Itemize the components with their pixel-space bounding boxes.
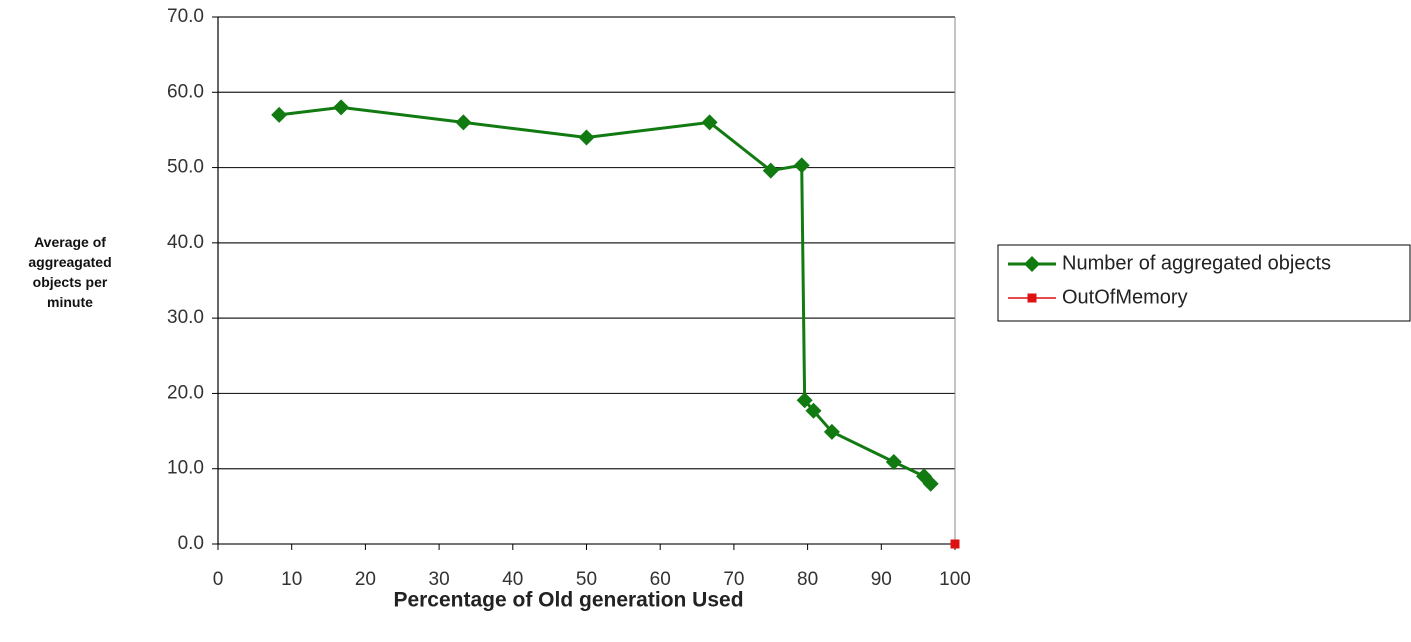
x-axis-title: Percentage of Old generation Used <box>393 589 743 612</box>
x-tick-label: 80 <box>797 569 818 590</box>
x-tick-label: 0 <box>213 569 224 590</box>
data-point <box>579 129 595 145</box>
y-tick-label: 30.0 <box>167 307 204 328</box>
data-point <box>455 114 471 130</box>
data-point <box>886 454 902 470</box>
x-tick-label: 70 <box>723 569 744 590</box>
x-tick-label: 60 <box>650 569 671 590</box>
x-tick-label: 90 <box>871 569 892 590</box>
x-tick-label: 30 <box>429 569 450 590</box>
x-tick-label: 100 <box>939 569 971 590</box>
x-tick-label: 40 <box>502 569 523 590</box>
y-tick-label: 40.0 <box>167 232 204 253</box>
chart: 0.0 10.0 20.0 30.0 40.0 50.0 60.0 70.0 0 10 20 30 40… <box>0 0 1411 642</box>
data-point <box>271 107 287 123</box>
y-axis-title: Average of aggreagated objects per minut… <box>10 232 130 312</box>
y-tick-label: 20.0 <box>167 382 204 403</box>
legend-label: OutOfMemory <box>1062 286 1188 308</box>
x-tick-label: 50 <box>576 569 597 590</box>
data-point <box>951 540 960 549</box>
y-tick-label: 0.0 <box>178 533 204 554</box>
data-point <box>794 157 810 173</box>
x-tick-label: 10 <box>281 569 302 590</box>
page: {"chart_data": {"type": "line", "xlabel"… <box>0 0 1411 642</box>
x-tick-label: 20 <box>355 569 376 590</box>
legend-label: Number of aggregated objects <box>1062 252 1331 274</box>
y-tick-label: 60.0 <box>167 81 204 102</box>
data-point <box>333 99 349 115</box>
y-tick-label: 10.0 <box>167 458 204 479</box>
y-tick-label: 50.0 <box>167 157 204 178</box>
legend-marker <box>1028 294 1037 303</box>
y-tick-label: 70.0 <box>167 6 204 27</box>
